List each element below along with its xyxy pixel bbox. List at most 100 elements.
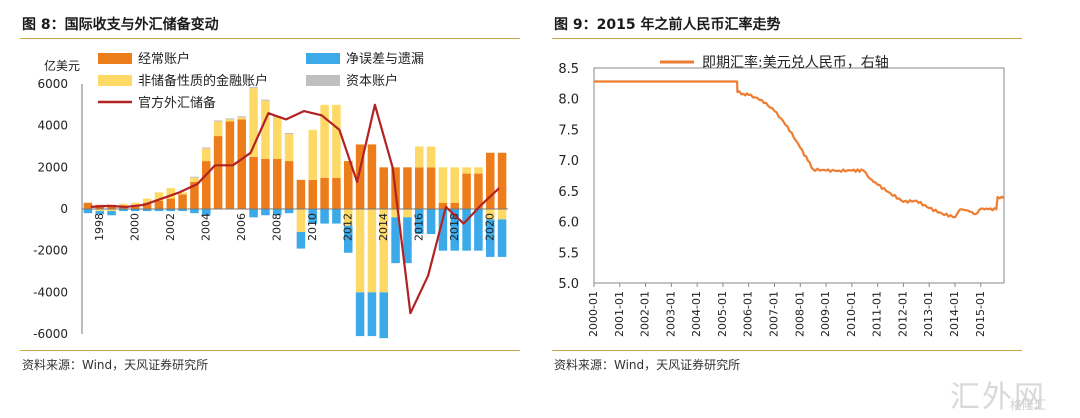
x-tick-label: 2002 — [164, 213, 177, 241]
y-tick-label: -2000 — [33, 244, 68, 258]
y-axis-label: 亿美元 — [44, 58, 80, 73]
figure-9-source: 资料来源：Wind，天风证券研究所 — [554, 358, 741, 372]
x-tick-label: 2007-01 — [768, 291, 781, 337]
y-tick-label: 5.5 — [558, 246, 579, 261]
bar-segment-series-2 — [107, 211, 116, 216]
bar-segment-series-1 — [107, 209, 116, 212]
legend-errors-omissions-swatch — [306, 53, 340, 64]
bar-segment-series-0 — [201, 161, 211, 209]
bar-segment-series-0 — [367, 144, 377, 209]
x-tick-label: 2012-01 — [896, 291, 909, 337]
bar-segment-series-0 — [83, 202, 93, 209]
bar-segment-series-1 — [308, 129, 318, 180]
x-tick-label: 2000 — [128, 213, 141, 241]
x-tick-label: 2004 — [199, 213, 212, 241]
x-tick-label: 2010 — [306, 213, 319, 241]
bar-segment-series-2 — [403, 217, 412, 264]
y-tick-label: 7.0 — [558, 154, 579, 169]
x-tick-label: 2018 — [448, 213, 461, 241]
bar-segment-series-0 — [474, 173, 483, 209]
x-tick-label: 2014-01 — [948, 291, 961, 337]
bar-segment-series-1 — [355, 209, 365, 293]
reserves-line — [90, 103, 500, 315]
bar-segment-series-0 — [178, 194, 187, 209]
bar-segment-series-0 — [213, 136, 223, 209]
bar-segment-series-0 — [308, 179, 318, 209]
x-tick-label: 1998 — [93, 213, 106, 241]
bar-segment-series-1 — [391, 209, 400, 218]
bar-segment-series-3 — [190, 176, 199, 178]
bar-segment-series-2 — [296, 231, 306, 249]
bar-segment-series-0 — [142, 202, 152, 209]
exchange-rate-line — [594, 80, 1005, 219]
x-tick-label: 2016 — [412, 213, 425, 241]
bar-segment-series-0 — [284, 161, 294, 209]
bar-segment-series-0 — [426, 167, 436, 209]
bar-segment-series-2 — [261, 209, 270, 216]
bar-segment-series-1 — [201, 148, 211, 162]
bar-segment-series-0 — [462, 173, 471, 209]
plot-frame — [593, 67, 1005, 284]
figure-9-top-rule — [552, 38, 1022, 39]
bar-segment-series-1 — [119, 203, 128, 206]
x-tick-label: 2012 — [341, 213, 354, 241]
x-tick-label: 2003-01 — [664, 291, 677, 337]
figure-9-bottom-rule — [552, 350, 1022, 351]
bar-segment-series-2 — [462, 209, 471, 251]
balance-of-payments-chart: 亿美元 -6000 -4000 -2000 0 2000 4000 6000 1998 2000 2… — [33, 51, 508, 341]
rmb-exchange-rate-chart: 8.5 8.0 7.5 7.0 6.5 6.0 5.5 5.0 2000-01 2001-01 20… — [558, 54, 1005, 337]
bar-segment-series-0 — [414, 167, 424, 209]
bar-segment-series-2 — [414, 209, 424, 234]
bar-segment-series-3 — [237, 116, 247, 118]
bar-segment-series-3 — [249, 87, 258, 89]
bar-segment-series-2 — [355, 292, 365, 337]
legend-capital-account-swatch — [306, 75, 340, 86]
bar-segment-series-1 — [497, 209, 507, 220]
y-tick-label: 4000 — [37, 119, 68, 133]
bar-segment-series-0 — [355, 144, 365, 209]
bar-segment-series-0 — [438, 202, 448, 209]
bar-segment-series-0 — [296, 179, 306, 209]
legend-capital-account-label: 资本账户 — [346, 73, 398, 89]
legend-errors-omissions-label: 净误差与遗漏 — [346, 51, 424, 67]
x-tick-label: 2013-01 — [922, 291, 935, 337]
x-tick-label: 2014 — [377, 213, 390, 241]
bar-segment-series-1 — [320, 104, 329, 178]
figure-9-panel: 图 9：2015 年之前人民币汇率走势 8.5 8.0 7.5 7.0 6.5 6.0 5.… — [552, 0, 1080, 418]
bar-segment-series-2 — [474, 209, 483, 251]
bar-segment-series-0 — [154, 200, 164, 209]
bar-segment-series-2 — [201, 209, 211, 216]
bar-segment-series-2 — [166, 209, 176, 212]
bar-segment-series-0 — [485, 152, 495, 209]
figure-8-top-rule — [20, 38, 520, 39]
bar-segment-series-1 — [225, 119, 235, 122]
bar-segment-series-1 — [142, 198, 152, 203]
x-tick-label: 2008-01 — [793, 291, 806, 337]
bar-segment-series-2 — [308, 209, 318, 224]
x-tick-label: 2005-01 — [716, 291, 729, 337]
bar-segment-series-0 — [166, 198, 176, 209]
bar-segment-series-1 — [166, 188, 176, 199]
bar-segment-series-1 — [130, 202, 140, 205]
bar-segment-series-2 — [154, 209, 164, 212]
x-tick-label: 2006 — [235, 213, 248, 241]
bar-segment-series-1 — [462, 167, 471, 174]
bar-segment-series-1 — [296, 209, 306, 232]
watermark-caption: 格隆汇 — [1010, 398, 1047, 412]
figure-8-panel: 图 8：国际收支与外汇储备变动 亿美元 -6000 -4000 -2000 0 2000 4… — [0, 0, 535, 418]
bar-segment-series-1 — [474, 167, 483, 174]
x-tick-label: 2010-01 — [845, 291, 858, 337]
bar-segment-series-0 — [332, 177, 341, 209]
bar-segment-series-1 — [450, 167, 460, 203]
bar-segment-series-0 — [237, 119, 247, 209]
x-tick-label: 2011-01 — [871, 291, 884, 337]
bar-segment-series-2 — [95, 211, 105, 215]
bar-segment-series-2 — [130, 209, 140, 212]
bar-segment-series-0 — [320, 177, 329, 209]
legend-reserves-label: 官方外汇储备 — [138, 95, 216, 111]
y-tick-label: 0 — [60, 202, 68, 216]
x-tick-label: 2009-01 — [819, 291, 832, 337]
y-tick-label: 6.0 — [558, 216, 579, 231]
bar-segment-series-1 — [237, 117, 247, 120]
y-tick-label: 8.5 — [558, 62, 579, 77]
